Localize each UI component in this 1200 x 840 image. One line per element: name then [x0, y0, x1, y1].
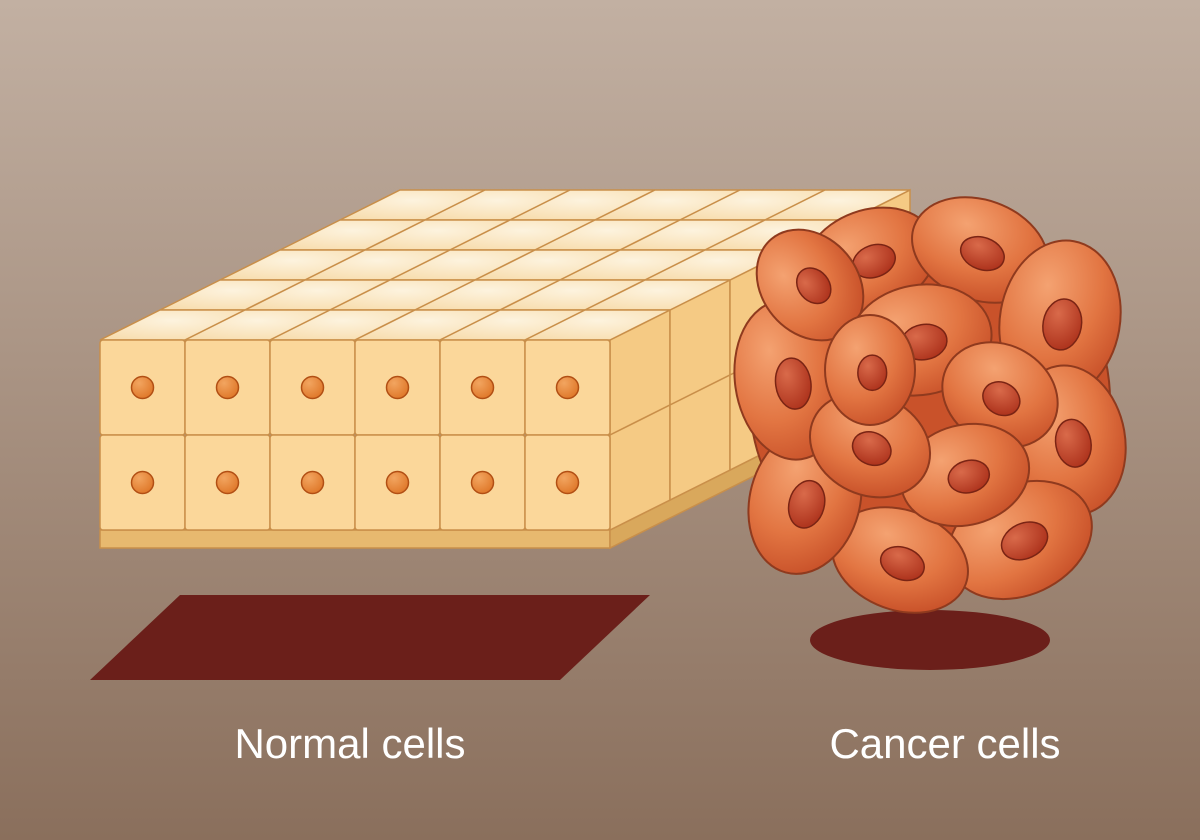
label-cancer-cells: Cancer cells: [770, 720, 1120, 768]
diagram-svg: [0, 0, 1200, 840]
cancer-cells-cluster: [724, 179, 1137, 631]
cancer-cell: [825, 315, 915, 425]
diagram-canvas: Normal cells Cancer cells: [0, 0, 1200, 840]
label-normal-cells: Normal cells: [150, 720, 550, 768]
